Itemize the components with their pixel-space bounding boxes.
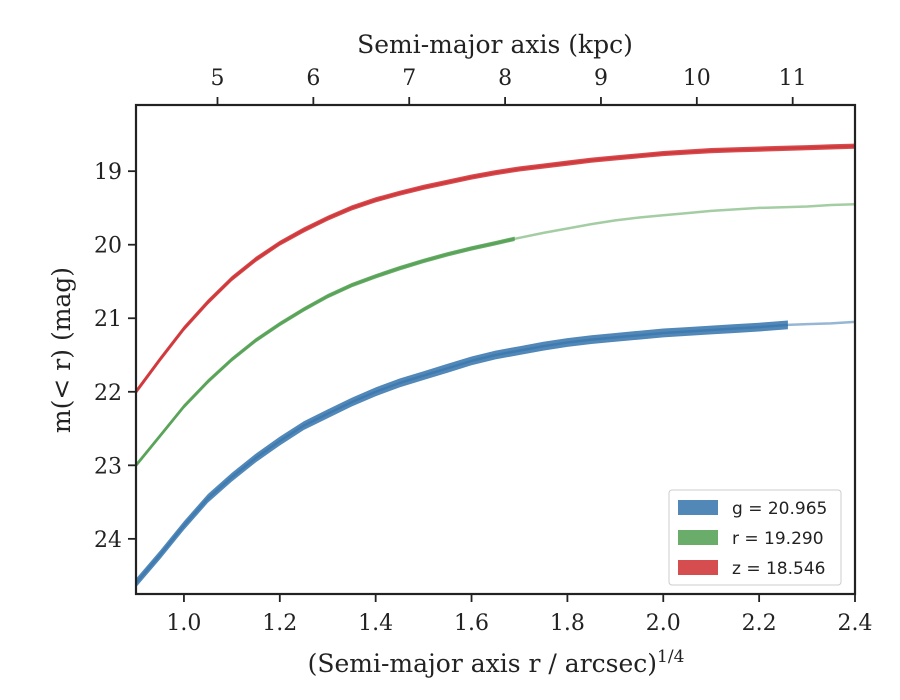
y-tick-label: 21	[94, 307, 122, 332]
series-g-line	[135, 323, 788, 584]
series-r-band	[136, 236, 515, 468]
top-x-axis-title: Semi-major axis (kpc)	[357, 30, 633, 59]
top-tick-label: 8	[498, 66, 512, 91]
y-tick-label: 22	[94, 381, 122, 406]
top-tick-label: 7	[402, 66, 416, 91]
y-tick-label: 24	[94, 528, 122, 553]
x-tick-label: 1.6	[454, 611, 489, 636]
series-r-line	[135, 237, 515, 467]
bottom-x-axis-title-main: (Semi-major axis r / arcsec)	[308, 649, 657, 678]
bottom-x-axis-title-superscript: 1/4	[657, 647, 684, 667]
legend-label-g: g = 20.965	[732, 499, 827, 519]
left-y-ticks: 19 20 21 22 23 24	[94, 160, 136, 553]
series-bands	[134, 143, 856, 588]
x-tick-label: 1.0	[166, 611, 201, 636]
top-tick-label: 11	[779, 66, 807, 91]
x-tick-label: 1.8	[550, 611, 585, 636]
x-tick-label: 2.4	[838, 611, 873, 636]
legend-swatch-g	[678, 500, 718, 515]
y-axis-title: m(< r) (mag)	[47, 267, 76, 433]
top-tick-label: 10	[683, 66, 711, 91]
series-r-extension-line	[514, 203, 856, 241]
top-x-ticks: 5 6 7 8 9 10 11	[210, 66, 807, 105]
legend: g = 20.965 r = 19.290 z = 18.546	[668, 489, 842, 586]
series-extensions	[514, 203, 856, 327]
series-z-line	[134, 144, 856, 393]
plot-frame	[134, 103, 857, 596]
series-g-band	[136, 320, 788, 588]
legend-label-r: r = 19.290	[732, 529, 824, 549]
x-tick-label: 1.4	[358, 611, 393, 636]
x-tick-label: 2.2	[742, 611, 777, 636]
series-g-extension-line	[787, 320, 856, 327]
legend-label-z: z = 18.546	[732, 559, 825, 579]
y-tick-label: 23	[94, 454, 122, 479]
top-tick-label: 9	[594, 66, 608, 91]
y-tick-label: 19	[94, 160, 122, 185]
top-tick-label: 6	[306, 66, 320, 91]
x-tick-label: 1.2	[262, 611, 297, 636]
bottom-x-axis-title: (Semi-major axis r / arcsec)1/4	[308, 647, 685, 678]
y-tick-label: 20	[94, 234, 122, 259]
top-tick-label: 5	[210, 66, 224, 91]
x-tick-label: 2.0	[646, 611, 681, 636]
legend-swatch-z	[678, 560, 718, 575]
bottom-x-ticks: 1.0 1.2 1.4 1.6 1.8 2.0 2.2 2.4	[166, 594, 873, 636]
legend-swatch-r	[678, 530, 718, 545]
